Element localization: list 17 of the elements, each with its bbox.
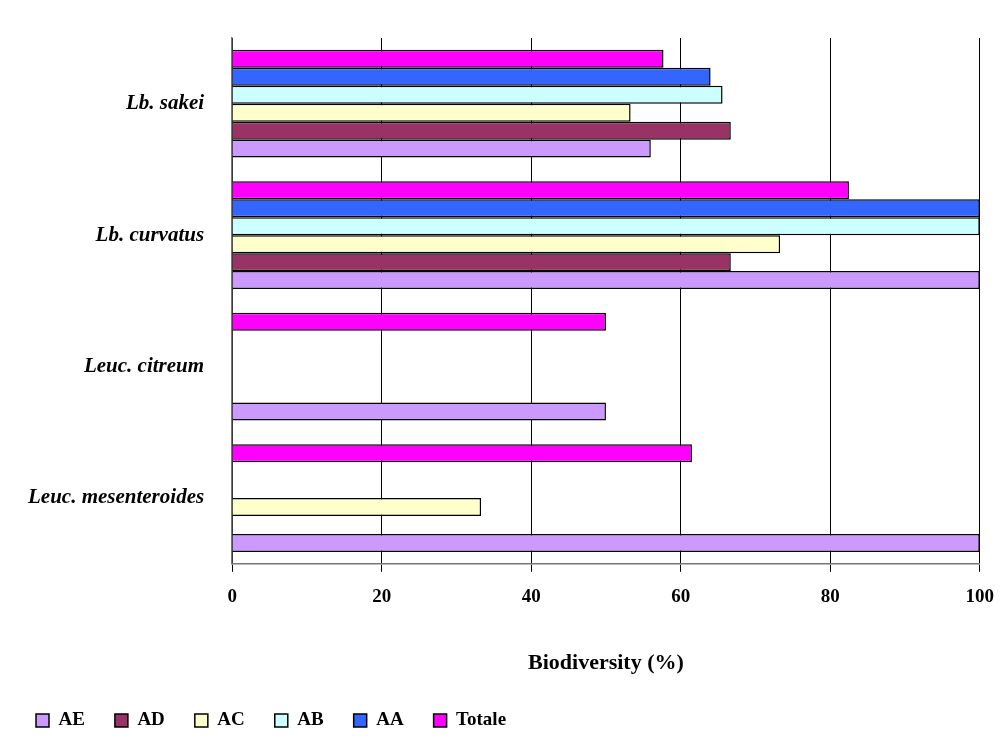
legend-label: AA [376, 708, 404, 730]
y-tick-label: Lb. sakei [124, 90, 205, 115]
y-tick-label: Leuc. mesenteroides [26, 484, 205, 509]
legend-label: AD [137, 708, 165, 730]
y-tick-label: Lb. curvatus [94, 221, 205, 246]
x-tick-label: 80 [820, 585, 840, 607]
x-tick-label: 60 [671, 585, 691, 607]
y-tick-label: Leuc. citreum [82, 353, 205, 378]
x-tick-label: 20 [372, 585, 392, 607]
x-tick-label: 0 [227, 585, 237, 607]
legend-label: Totale [456, 708, 507, 730]
x-axis-title: Biodiversity (%) [528, 649, 684, 675]
legend-label: AE [58, 708, 85, 730]
x-tick-label: 40 [521, 585, 541, 607]
legend-label: AB [297, 708, 324, 730]
legend-label: AC [217, 708, 245, 730]
x-tick-label: 100 [965, 585, 994, 607]
